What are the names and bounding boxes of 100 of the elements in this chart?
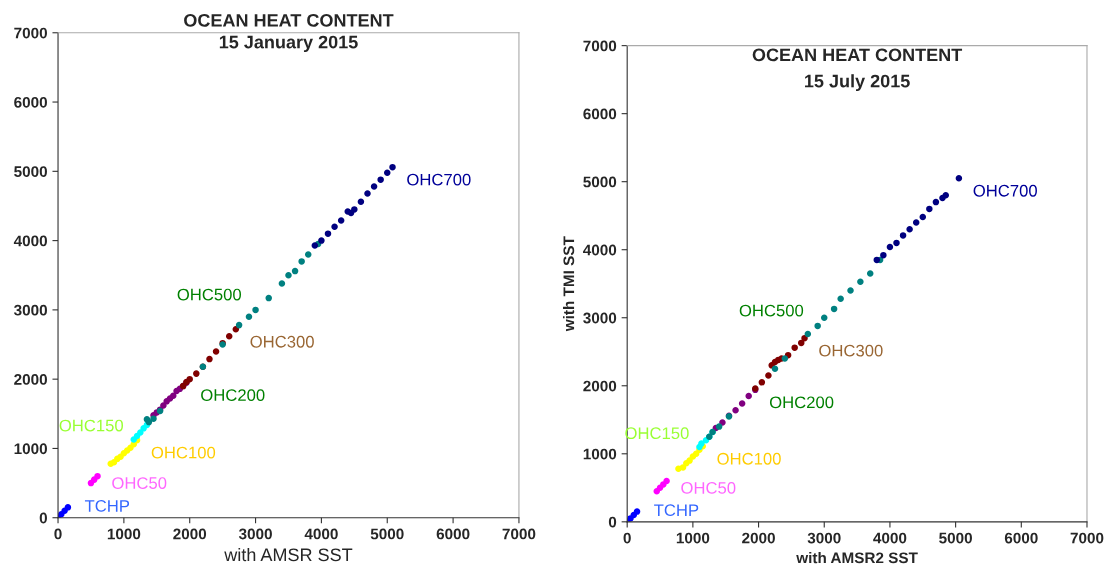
- y-axis-title: with TMI SST: [562, 236, 575, 332]
- point: [837, 295, 844, 302]
- series-label: OHC200: [769, 396, 834, 409]
- x-tick-label: 2000: [742, 532, 775, 544]
- series-label: OHC50: [681, 482, 736, 494]
- point: [304, 251, 312, 258]
- point: [771, 365, 779, 373]
- point: [857, 278, 864, 285]
- point: [847, 287, 854, 294]
- point: [94, 472, 101, 480]
- series-label: OHC100: [151, 446, 216, 459]
- x-tick-label: 7000: [502, 528, 536, 540]
- point: [364, 190, 371, 197]
- point: [738, 400, 746, 407]
- x-tick-label: 1000: [107, 528, 141, 540]
- series-label: TCHP: [84, 500, 130, 512]
- point: [150, 415, 157, 422]
- point: [252, 306, 259, 314]
- series-label: OHC100: [717, 452, 781, 465]
- point: [383, 169, 391, 176]
- point: [899, 232, 907, 239]
- point: [278, 280, 286, 287]
- point: [633, 508, 641, 515]
- y-tick-label: 1000: [14, 443, 47, 455]
- x-tick-label: 3000: [807, 532, 841, 544]
- point: [942, 192, 950, 199]
- point: [389, 163, 396, 171]
- point: [265, 294, 272, 302]
- point: [318, 237, 325, 244]
- point: [765, 372, 772, 379]
- series-label: OHC700: [973, 184, 1037, 197]
- point: [955, 175, 963, 182]
- point: [919, 213, 927, 221]
- y-tick-label: 1000: [583, 448, 617, 460]
- point: [225, 332, 233, 340]
- point: [245, 313, 253, 321]
- point: [866, 270, 874, 277]
- chart-subtitle: 15 January 2015: [219, 35, 358, 53]
- series-label: OHC300: [819, 344, 883, 357]
- point: [926, 205, 933, 213]
- y-tick-label: 3000: [583, 312, 617, 324]
- text: 15 July 2015: [805, 74, 910, 92]
- point: [377, 176, 384, 183]
- point: [820, 314, 828, 321]
- point: [291, 267, 299, 275]
- y-tick-label: 3000: [13, 304, 47, 316]
- point: [212, 348, 220, 355]
- series-label: OHC200: [201, 389, 265, 401]
- point: [64, 504, 72, 511]
- point: [337, 217, 345, 224]
- point: [193, 370, 200, 377]
- point: [798, 339, 805, 347]
- point: [357, 198, 365, 206]
- x-axis-title: with AMSR2 SST: [796, 552, 918, 564]
- y-tick-label: 6000: [14, 96, 47, 108]
- point: [351, 206, 358, 213]
- series-label: OHC500: [739, 304, 804, 317]
- series-label: OHC150: [59, 419, 124, 432]
- x-tick-label: 3000: [238, 528, 272, 540]
- point: [880, 251, 887, 259]
- point: [932, 198, 940, 206]
- y-tick-label: 7000: [583, 40, 617, 52]
- y-tick-label: 0: [39, 512, 47, 524]
- series-label: OHC300: [250, 335, 314, 348]
- point: [830, 305, 838, 313]
- series-label: TCHP: [654, 504, 699, 517]
- x-tick-label: 7000: [1070, 532, 1104, 544]
- point: [298, 258, 305, 265]
- series-label: OHC700: [407, 173, 471, 186]
- chart-title: OCEAN HEAT CONTENT: [752, 48, 963, 62]
- y-tick-label: 7000: [14, 27, 47, 39]
- point: [186, 375, 193, 383]
- point: [886, 243, 894, 251]
- point: [758, 379, 766, 386]
- point: [170, 392, 177, 400]
- x-tick-label: 4000: [873, 532, 907, 544]
- point: [206, 355, 213, 363]
- y-tick-label: 4000: [583, 244, 617, 256]
- y-tick-label: 2000: [14, 374, 47, 385]
- point: [370, 183, 378, 190]
- point: [912, 219, 920, 226]
- point: [732, 407, 739, 414]
- x-tick-label: 5000: [370, 528, 404, 540]
- x-tick-label: 0: [54, 528, 62, 540]
- y-tick-label: 5000: [14, 166, 47, 178]
- point: [324, 230, 332, 237]
- x-tick-label: 6000: [1004, 532, 1038, 544]
- point: [893, 239, 900, 247]
- y-tick-label: 0: [608, 516, 617, 528]
- series-label: OHC500: [177, 288, 242, 301]
- point: [331, 223, 338, 230]
- point: [814, 322, 821, 330]
- x-axis-title: with AMSR SST: [224, 547, 353, 562]
- x-tick-label: 4000: [304, 528, 338, 540]
- point: [801, 334, 808, 342]
- point: [781, 355, 789, 362]
- x-tick-label: 0: [623, 532, 631, 544]
- point: [235, 321, 243, 329]
- y-tick-label: 5000: [583, 176, 617, 188]
- x-tick-label: 2000: [173, 528, 207, 540]
